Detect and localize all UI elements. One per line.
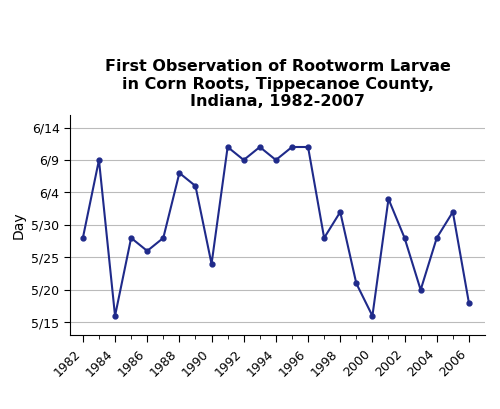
- Title: First Observation of Rootworm Larvae
in Corn Roots, Tippecanoe County,
Indiana, : First Observation of Rootworm Larvae in …: [104, 59, 451, 109]
- Y-axis label: Day: Day: [12, 211, 26, 239]
